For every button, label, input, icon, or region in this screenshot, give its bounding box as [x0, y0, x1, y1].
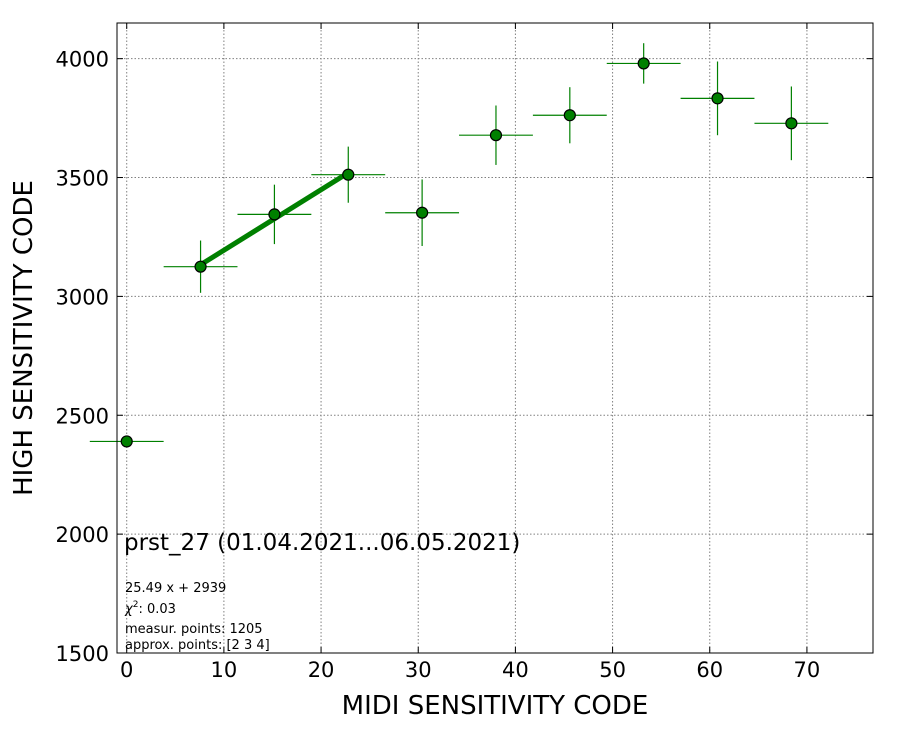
data-point — [606, 43, 681, 84]
y-tick-label: 3000 — [56, 285, 109, 309]
data-point — [532, 87, 607, 144]
data-point — [237, 184, 312, 245]
chi-value: : 0.03 — [138, 602, 175, 617]
y-tick-label: 3500 — [56, 167, 109, 191]
x-tick-label: 30 — [405, 658, 432, 682]
x-tick-label: 60 — [696, 658, 723, 682]
data-marker — [120, 435, 133, 448]
annotation-approx-points: approx. points: [2 3 4] — [125, 638, 270, 653]
data-marker — [711, 92, 724, 105]
x-axis-ticks: 0 10 20 30 40 50 60 70 — [120, 23, 820, 682]
data-marker — [342, 168, 355, 181]
y-tick-label: 2500 — [56, 404, 109, 428]
data-point — [754, 86, 829, 161]
x-tick-label: 70 — [794, 658, 821, 682]
data-marker — [785, 117, 798, 130]
annotation-title: prst_27 (01.04.2021...06.05.2021) — [124, 530, 520, 556]
x-tick-label: 50 — [599, 658, 626, 682]
data-marker — [268, 208, 281, 221]
chi-exponent: 2 — [133, 600, 139, 610]
chi-symbol: χ — [124, 602, 134, 617]
x-tick-label: 40 — [502, 658, 529, 682]
x-tick-label: 10 — [211, 658, 238, 682]
data-points — [89, 43, 829, 448]
x-tick-label: 20 — [308, 658, 335, 682]
x-axis-label: MIDI SENSITIVITY CODE — [342, 691, 649, 721]
annotation-measur-points: measur. points: 1205 — [125, 622, 263, 637]
x-tick-label: 0 — [120, 658, 133, 682]
y-axis-label: HIGH SENSITIVITY CODE — [9, 180, 39, 496]
plot-frame — [116, 22, 874, 654]
y-tick-label: 4000 — [56, 48, 109, 72]
data-point — [163, 240, 238, 293]
data-marker — [637, 57, 650, 70]
grid — [117, 23, 873, 653]
data-point — [89, 435, 164, 448]
data-point — [311, 146, 386, 203]
annotation-fit-equation: 25.49 x + 2939 — [125, 581, 226, 596]
data-point — [385, 179, 460, 246]
data-marker — [489, 129, 503, 142]
data-marker — [194, 260, 207, 273]
data-marker — [563, 109, 576, 122]
y-tick-label: 2000 — [56, 523, 109, 547]
data-point — [459, 105, 533, 165]
data-point — [680, 61, 755, 136]
annotation-chi-squared: χ2: 0.03 — [124, 600, 176, 617]
y-axis-ticks: 1500 2000 2500 3000 3500 4000 — [56, 48, 873, 666]
data-marker — [416, 206, 429, 219]
y-tick-label: 1500 — [56, 642, 109, 666]
